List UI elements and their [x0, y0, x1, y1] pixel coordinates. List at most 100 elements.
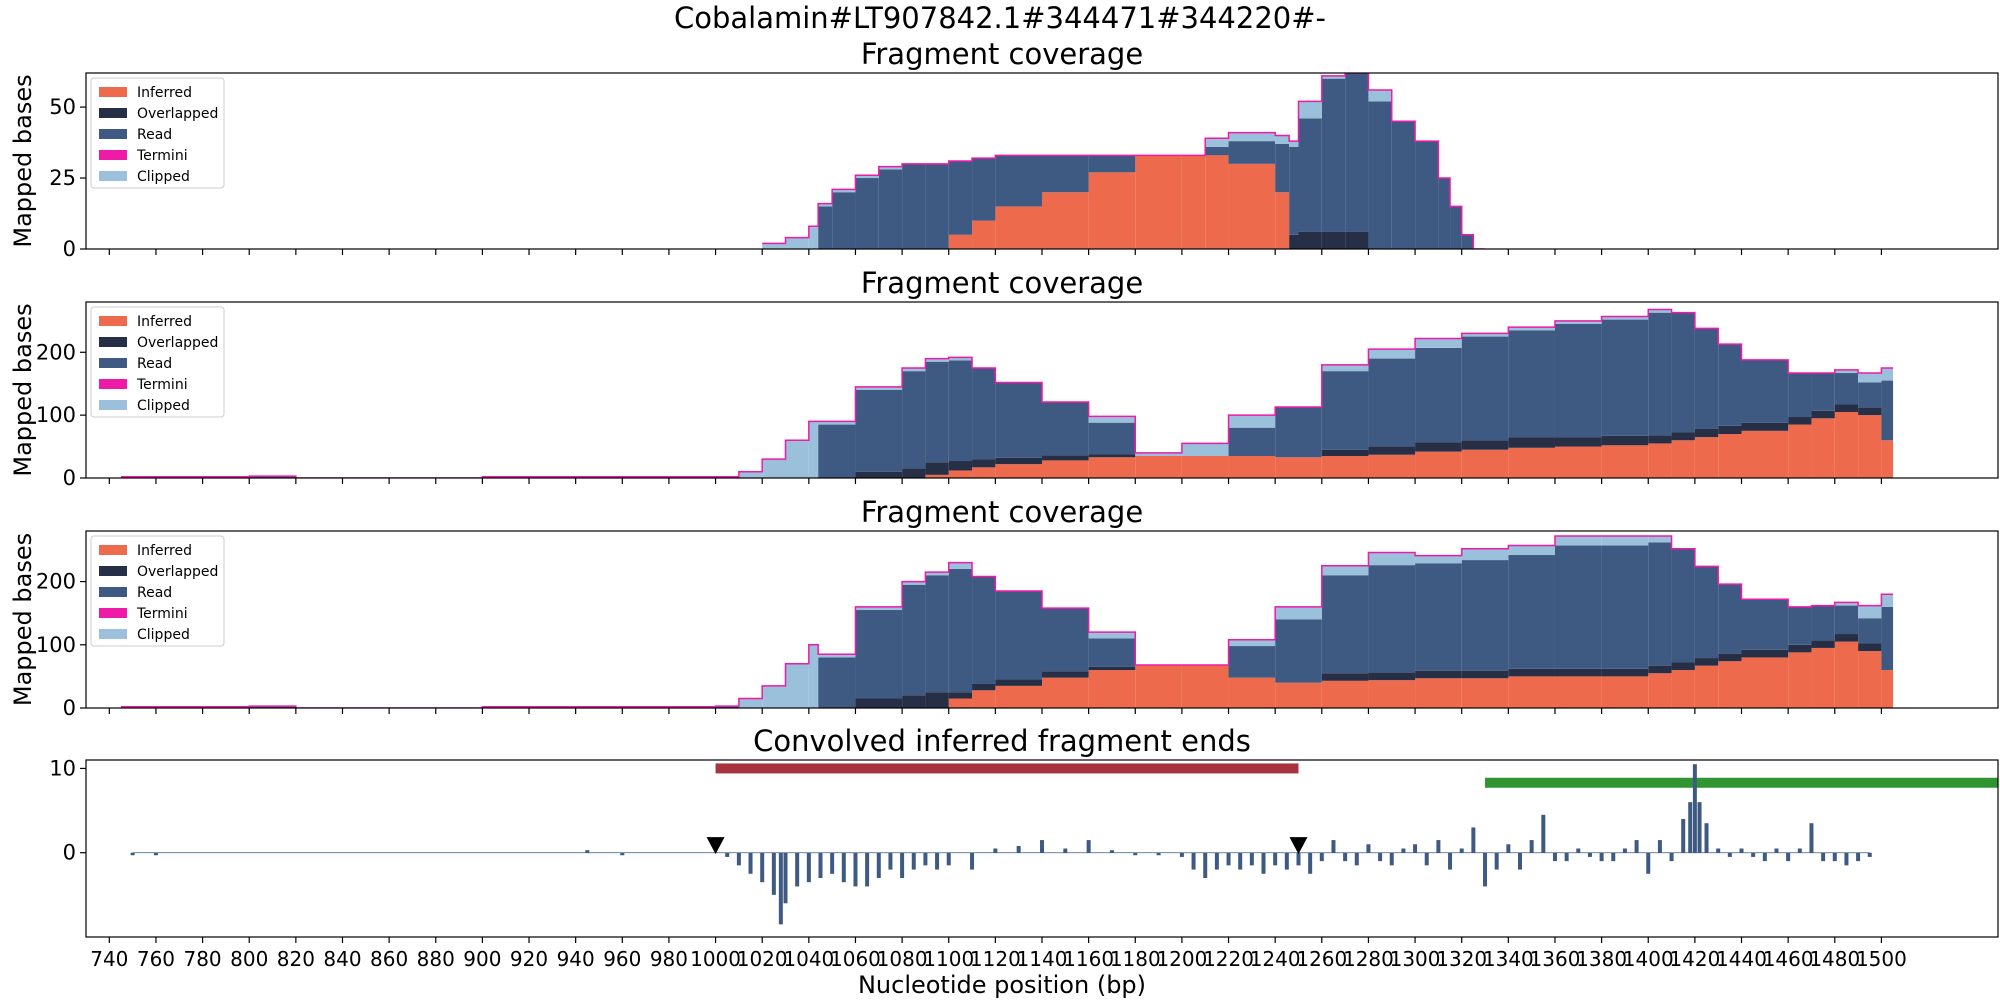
convolved-bar — [1273, 852, 1278, 866]
overlapped-segment — [995, 679, 1042, 686]
legend-label: Termini — [136, 606, 188, 622]
overlapped-segment — [1741, 649, 1789, 658]
convolved-bar — [1016, 845, 1021, 853]
coverage-panel-3: Fragment coverage Mapped bases Inferred Ove… — [9, 495, 1999, 720]
inferred-segment — [1508, 676, 1555, 708]
clipped-segment — [1321, 75, 1346, 79]
convolved-bar — [1622, 848, 1627, 853]
read-segment — [1881, 380, 1894, 441]
legend-label: Read — [137, 585, 172, 601]
read-segment — [1205, 146, 1229, 156]
convolved-bar — [1797, 848, 1802, 853]
y-axis-label: Mapped bases — [9, 533, 37, 706]
inferred-segment — [925, 474, 949, 478]
inferred-segment — [1461, 449, 1509, 478]
clipped-segment — [1415, 555, 1462, 564]
clipped-segment — [855, 175, 879, 179]
legend: Inferred Overlapped Read Termini Clipped — [90, 535, 225, 647]
convolved-bar — [900, 852, 905, 878]
x-tick-label: 1260 — [1296, 947, 1347, 971]
clipped-segment — [948, 562, 973, 569]
convolved-bar — [830, 852, 835, 874]
inferred-segment — [1811, 418, 1835, 478]
inferred-segment — [995, 464, 1042, 478]
clipped-segment — [1228, 132, 1276, 142]
clipped-segment — [1228, 415, 1276, 428]
convolved-bar — [1284, 852, 1289, 870]
convolved-bar — [1249, 852, 1254, 866]
read-segment — [1438, 178, 1451, 249]
read-segment — [1508, 330, 1555, 438]
overlapped-segment — [1671, 432, 1695, 441]
convolved-bar — [841, 852, 846, 883]
convolved-bar — [1448, 852, 1453, 870]
read-segment — [1042, 608, 1089, 672]
convolved-bar — [1238, 852, 1243, 870]
x-tick-label: 940 — [557, 947, 595, 971]
overlapped-segment — [1648, 435, 1672, 444]
overlapped-segment — [1834, 634, 1859, 642]
overlapped-segment — [1345, 231, 1369, 249]
read-segment — [249, 476, 296, 478]
inferred-segment — [995, 685, 1042, 708]
clipped-segment — [1368, 552, 1416, 566]
legend-swatch — [99, 587, 127, 597]
read-segment — [1741, 359, 1789, 423]
inferred-segment — [1741, 430, 1789, 478]
overlapped-segment — [1508, 668, 1555, 677]
legend-label: Termini — [136, 377, 188, 393]
legend-label: Inferred — [137, 314, 192, 330]
read-segment — [1788, 373, 1812, 418]
convolved-bar — [1611, 852, 1616, 862]
overlapped-segment — [1368, 446, 1416, 455]
convolved-bar — [1739, 848, 1744, 853]
x-axis-label: Nucleotide position (bp) — [858, 971, 1146, 999]
x-tick-label: 800 — [230, 947, 268, 971]
inferred-segment — [1811, 647, 1835, 708]
inferred-segment — [1205, 155, 1229, 249]
read-segment — [972, 158, 996, 221]
convolved-bar — [1040, 840, 1044, 853]
convolved-bar — [725, 852, 730, 857]
overlapped-segment — [1741, 422, 1789, 431]
overlapped-segment — [1671, 662, 1695, 671]
y-tick-label: 200 — [36, 340, 76, 364]
convolved-bar — [1261, 852, 1266, 874]
overlapped-segment — [1601, 435, 1649, 446]
overlapped-segment — [925, 462, 949, 475]
termini-outline — [120, 535, 1894, 708]
convolved-bar — [1308, 852, 1313, 874]
convolved-bar — [1599, 852, 1604, 862]
read-segment — [855, 390, 903, 472]
convolved-ends-panel: Convolved inferred fragment ends 0 10 740 76… — [49, 724, 1999, 999]
overlapped-segment — [1321, 231, 1346, 249]
clipped-segment — [925, 572, 949, 576]
panel-title: Convolved inferred fragment ends — [753, 724, 1251, 758]
x-tick-label: 1460 — [1763, 947, 1814, 971]
clipped-segment — [1205, 138, 1229, 147]
convolved-bar — [1226, 852, 1231, 866]
x-tick-label: 1440 — [1716, 947, 1767, 971]
clipped-segment — [1881, 368, 1894, 381]
inferred-segment — [1694, 437, 1719, 478]
read-segment — [948, 568, 973, 693]
read-segment — [1228, 141, 1276, 164]
read-segment — [1694, 566, 1719, 659]
inferred-segment — [1881, 440, 1894, 478]
read-segment — [1858, 382, 1882, 408]
convolved-bar — [1762, 852, 1767, 862]
clipped-segment — [832, 189, 856, 193]
convolved-bar — [1156, 852, 1161, 856]
read-segment — [1461, 336, 1509, 441]
overlapped-segment — [1811, 410, 1835, 419]
inferred-segment — [1834, 641, 1859, 708]
overlapped-segment — [1415, 442, 1462, 452]
read-segment — [1554, 324, 1602, 438]
overlapped-segment — [1321, 673, 1369, 681]
inferred-segment — [972, 690, 996, 708]
convolved-bar — [1366, 844, 1371, 853]
read-segment — [1321, 78, 1346, 232]
clipped-segment — [1834, 369, 1859, 374]
x-tick-label: 1240 — [1250, 947, 1301, 971]
